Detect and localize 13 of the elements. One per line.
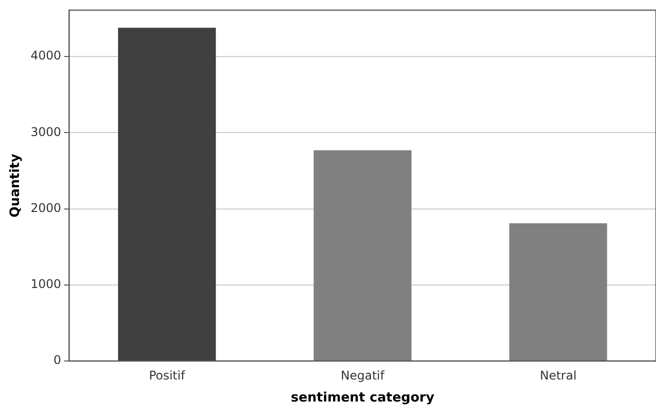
bar	[509, 223, 608, 360]
x-tick-label: Negatif	[340, 368, 386, 382]
bar	[118, 28, 216, 360]
x-axis-title: sentiment category	[290, 390, 435, 406]
y-tick-label: 3000	[30, 124, 62, 139]
y-tick-label: 1000	[30, 277, 62, 292]
y-tick-label: 4000	[30, 48, 62, 63]
x-tick-label: Netral	[540, 368, 577, 382]
y-tick-label: 0	[54, 353, 62, 368]
bar	[314, 150, 412, 360]
y-axis-title: Quantity	[8, 153, 24, 218]
y-tick-label: 2000	[30, 200, 62, 215]
x-tick-label: Positif	[148, 368, 186, 382]
